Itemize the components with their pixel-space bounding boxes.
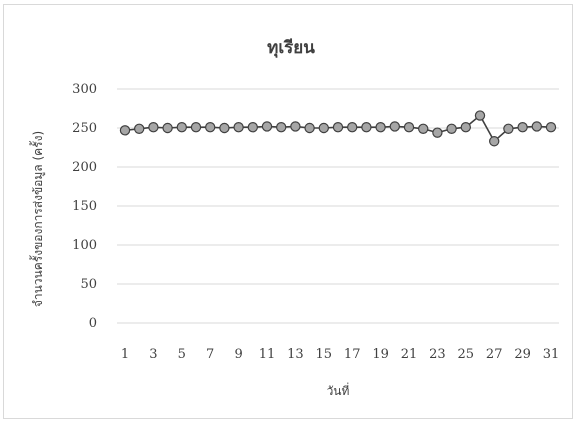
data-point	[474, 110, 486, 121]
data-point	[517, 122, 528, 133]
data-point	[489, 136, 500, 147]
x-tick-label: 27	[486, 347, 503, 362]
data-point	[432, 127, 443, 138]
data-point	[403, 122, 415, 133]
x-tick-label: 3	[149, 347, 157, 362]
y-tick-label: 50	[80, 277, 97, 292]
data-point	[318, 122, 329, 134]
y-tick-label: 0	[89, 316, 97, 331]
x-axis-label: วันที่	[327, 382, 350, 398]
x-tick-label: 15	[316, 347, 333, 362]
chart-frame: ทุเรียน 0 50 100 150 200 250 300 1 3 5 7 9 11 13 15 17…	[3, 4, 573, 419]
data-point	[361, 122, 372, 133]
y-axis-label: จำนวนครั้งของการส่งข้อมูล (ครั้ง)	[29, 131, 46, 307]
data-point	[389, 121, 400, 132]
x-tick-label: 5	[178, 347, 186, 362]
data-point	[545, 122, 557, 133]
data-point	[276, 122, 287, 133]
data-point	[219, 122, 230, 134]
x-tick-label: 7	[206, 347, 214, 362]
data-point	[290, 121, 301, 132]
data-point	[503, 123, 514, 134]
data-point	[190, 122, 202, 133]
x-tick-label: 25	[458, 347, 475, 362]
data-point	[347, 122, 358, 133]
data-point	[261, 121, 273, 132]
data-point	[233, 122, 244, 133]
data-point	[460, 122, 471, 133]
data-point	[446, 123, 457, 134]
data-point	[247, 122, 258, 133]
data-point	[418, 123, 429, 134]
data-point	[176, 122, 187, 133]
x-tick-label: 21	[401, 347, 418, 362]
data-point	[133, 123, 145, 134]
data-point	[119, 125, 131, 136]
data-point	[204, 122, 216, 133]
y-tick-label: 300	[72, 82, 97, 97]
x-axis-ticks: 1 3 5 7 9 11 13 15 17 19 21 23 25 27 29 31	[121, 347, 559, 362]
data-series	[119, 110, 557, 147]
x-tick-label: 29	[514, 347, 531, 362]
x-tick-label: 13	[287, 347, 304, 362]
data-point	[375, 122, 386, 133]
chart-title: ทุเรียน	[267, 37, 315, 58]
y-axis-ticks: 0 50 100 150 200 250 300	[72, 82, 97, 331]
y-tick-label: 100	[72, 238, 97, 253]
x-tick-label: 19	[372, 347, 389, 362]
x-tick-label: 17	[344, 347, 361, 362]
x-tick-label: 23	[429, 347, 446, 362]
data-point	[531, 121, 543, 132]
data-point	[148, 122, 159, 133]
y-tick-label: 200	[72, 160, 97, 175]
x-tick-label: 31	[543, 347, 560, 362]
data-point	[304, 122, 315, 134]
y-tick-label: 150	[72, 199, 97, 214]
x-tick-label: 9	[234, 347, 242, 362]
x-tick-label: 1	[121, 347, 129, 362]
y-tick-label: 250	[72, 121, 97, 136]
x-tick-label: 11	[259, 347, 276, 362]
data-point	[162, 122, 173, 134]
data-point	[332, 122, 344, 133]
